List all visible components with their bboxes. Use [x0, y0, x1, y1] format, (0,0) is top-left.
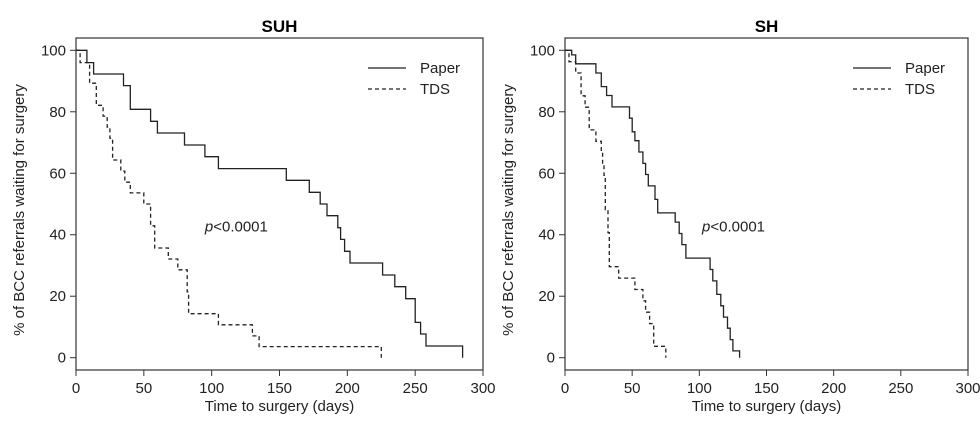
y-tick-label: 20	[538, 288, 555, 305]
y-axis-label: % of BCC referrals waiting for surgery	[500, 84, 517, 336]
y-tick-label: 80	[538, 104, 555, 121]
y-tick-label: 100	[530, 42, 555, 59]
series-line-paper	[76, 49, 464, 358]
legend-label-paper: Paper	[905, 60, 945, 77]
series-line-tds	[565, 49, 667, 358]
x-tick-label: 300	[470, 380, 495, 397]
y-tick-label: 0	[58, 350, 66, 367]
series-line-paper	[565, 49, 741, 358]
x-tick-label: 150	[267, 380, 292, 397]
x-tick-label: 100	[199, 380, 224, 397]
x-tick-label: 250	[888, 380, 913, 397]
x-tick-label: 150	[754, 380, 779, 397]
y-tick-label: 60	[49, 165, 66, 182]
chart-title: SUH	[262, 17, 298, 36]
y-tick-label: 100	[41, 42, 66, 59]
x-tick-label: 50	[135, 380, 152, 397]
x-tick-label: 250	[403, 380, 428, 397]
y-tick-label: 20	[49, 288, 66, 305]
p-value-annotation: p<0.0001	[204, 219, 268, 236]
x-axis-label: Time to surgery (days)	[692, 398, 841, 415]
x-tick-label: 0	[72, 380, 80, 397]
y-tick-label: 40	[49, 227, 66, 244]
y-tick-label: 80	[49, 104, 66, 121]
y-tick-label: 60	[538, 165, 555, 182]
x-tick-label: 300	[955, 380, 980, 397]
x-tick-label: 200	[335, 380, 360, 397]
legend-label-paper: Paper	[420, 60, 460, 77]
x-tick-label: 200	[821, 380, 846, 397]
legend-label-tds: TDS	[420, 81, 450, 98]
p-value-symbol: p	[204, 219, 213, 236]
legend-label-tds: TDS	[905, 81, 935, 98]
x-tick-label: 0	[561, 380, 569, 397]
chart-title: SH	[755, 17, 779, 36]
p-value-text: <0.0001	[213, 219, 268, 236]
p-value-annotation: p<0.0001	[701, 219, 765, 236]
y-tick-label: 0	[547, 350, 555, 367]
x-tick-label: 100	[687, 380, 712, 397]
y-tick-label: 40	[538, 227, 555, 244]
p-value-symbol: p	[701, 219, 710, 236]
y-axis-label: % of BCC referrals waiting for surgery	[11, 84, 28, 336]
p-value-text: <0.0001	[710, 219, 765, 236]
x-axis-label: Time to surgery (days)	[205, 398, 354, 415]
x-tick-label: 50	[624, 380, 641, 397]
series-line-tds	[76, 49, 382, 358]
